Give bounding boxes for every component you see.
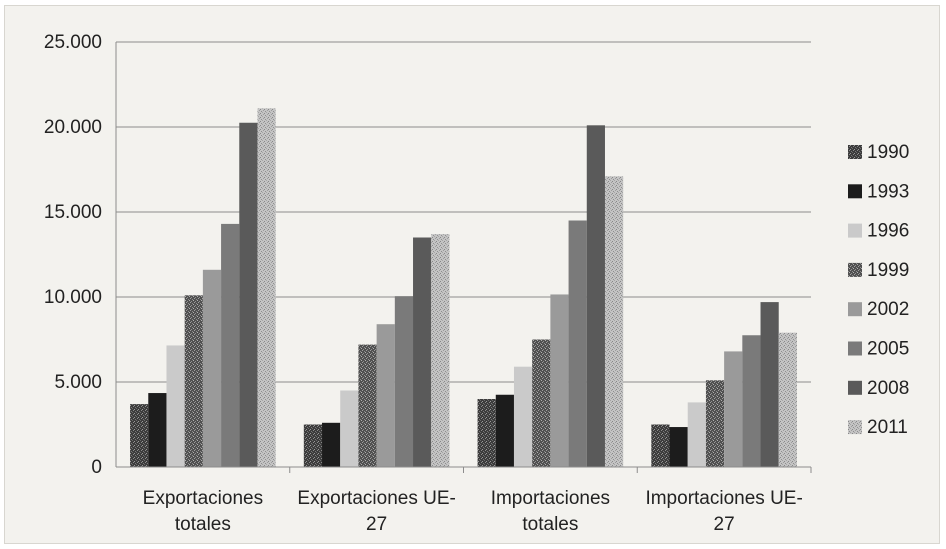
bar-2008-cat-1: [413, 237, 432, 467]
y-tick-label: 5.000: [54, 372, 102, 393]
bar-1996-cat-0: [166, 345, 185, 467]
x-category-label: Importaciones: [491, 488, 610, 509]
bar-1999-cat-1: [358, 344, 377, 467]
bar-1996-cat-1: [340, 390, 359, 467]
legend-swatch-1993: [848, 184, 862, 199]
bar-2002-cat-0: [202, 269, 222, 467]
bar-1990-cat-1: [303, 424, 323, 467]
legend-swatch-2002: [848, 302, 862, 317]
x-category-label: totales: [175, 514, 231, 535]
y-tick-label: 20.000: [44, 117, 102, 138]
legend-swatch-2008: [848, 380, 862, 395]
x-category-label: Exportaciones UE-: [297, 488, 455, 509]
legend-label-2008: 2008: [867, 378, 909, 399]
bar-1999-cat-0: [184, 295, 203, 467]
bar-1993-cat-3: [669, 427, 688, 467]
x-category-label: totales: [522, 514, 578, 535]
legend-label-2011: 2011: [867, 417, 908, 438]
bar-1999-cat-2: [532, 339, 551, 467]
bar-2011-cat-3: [778, 332, 797, 467]
legend-label-1999: 1999: [867, 260, 909, 281]
bar-2008-cat-0: [239, 122, 258, 467]
y-tick-label: 0: [91, 457, 102, 478]
bar-2002-cat-3: [724, 351, 743, 467]
bar-1999-cat-3: [705, 380, 725, 467]
chart-frame: 0 5.000 10.000 15.000 20.000 25.000 Exportacio…: [4, 5, 940, 544]
x-category-label: Importaciones UE-: [645, 488, 802, 509]
legend-swatch-2011: [848, 420, 862, 435]
bar-2011-cat-0: [257, 108, 276, 468]
bar-2011-cat-2: [604, 176, 624, 468]
x-category-label: 27: [714, 514, 735, 535]
bar-2008-cat-3: [760, 302, 779, 467]
legend-label-2002: 2002: [867, 299, 909, 320]
legend-label-1996: 1996: [867, 221, 909, 242]
bar-chart: 0 5.000 10.000 15.000 20.000 25.000 Exportacio…: [44, 32, 909, 535]
legend-label-1993: 1993: [867, 181, 909, 202]
legend-swatch-1999: [848, 262, 862, 277]
bar-2002-cat-1: [376, 324, 395, 467]
x-category-label: 27: [366, 514, 387, 535]
bar-1996-cat-2: [513, 366, 533, 467]
bar-1996-cat-3: [687, 402, 706, 467]
y-tick-label: 25.000: [44, 32, 102, 53]
bar-1990-cat-3: [651, 424, 670, 467]
bar-2005-cat-1: [394, 296, 414, 467]
bars: [130, 108, 797, 468]
bar-2005-cat-2: [568, 220, 587, 467]
legend: 1990 1993 1996 1999 2002 2005 2008 2011: [848, 142, 909, 438]
bar-1990-cat-2: [477, 399, 496, 467]
axes: 0 5.000 10.000 15.000 20.000 25.000 Exportacio…: [44, 32, 812, 535]
legend-swatch-1996: [848, 223, 862, 238]
bar-2011-cat-1: [431, 234, 450, 467]
bar-1993-cat-1: [322, 422, 341, 467]
legend-swatch-2005: [848, 341, 862, 356]
bar-1990-cat-0: [130, 404, 149, 467]
bar-2008-cat-2: [586, 125, 605, 468]
legend-label-1990: 1990: [867, 142, 909, 163]
legend-swatch-1990: [848, 145, 862, 159]
y-tick-label: 15.000: [44, 202, 102, 223]
bar-2002-cat-2: [550, 294, 569, 467]
bar-2005-cat-0: [221, 223, 240, 467]
bar-2005-cat-3: [742, 335, 761, 467]
legend-label-2005: 2005: [867, 339, 909, 360]
x-category-label: Exportaciones: [143, 488, 263, 509]
bar-1993-cat-0: [148, 393, 167, 467]
y-tick-label: 10.000: [44, 287, 102, 308]
bar-1993-cat-2: [495, 394, 514, 467]
